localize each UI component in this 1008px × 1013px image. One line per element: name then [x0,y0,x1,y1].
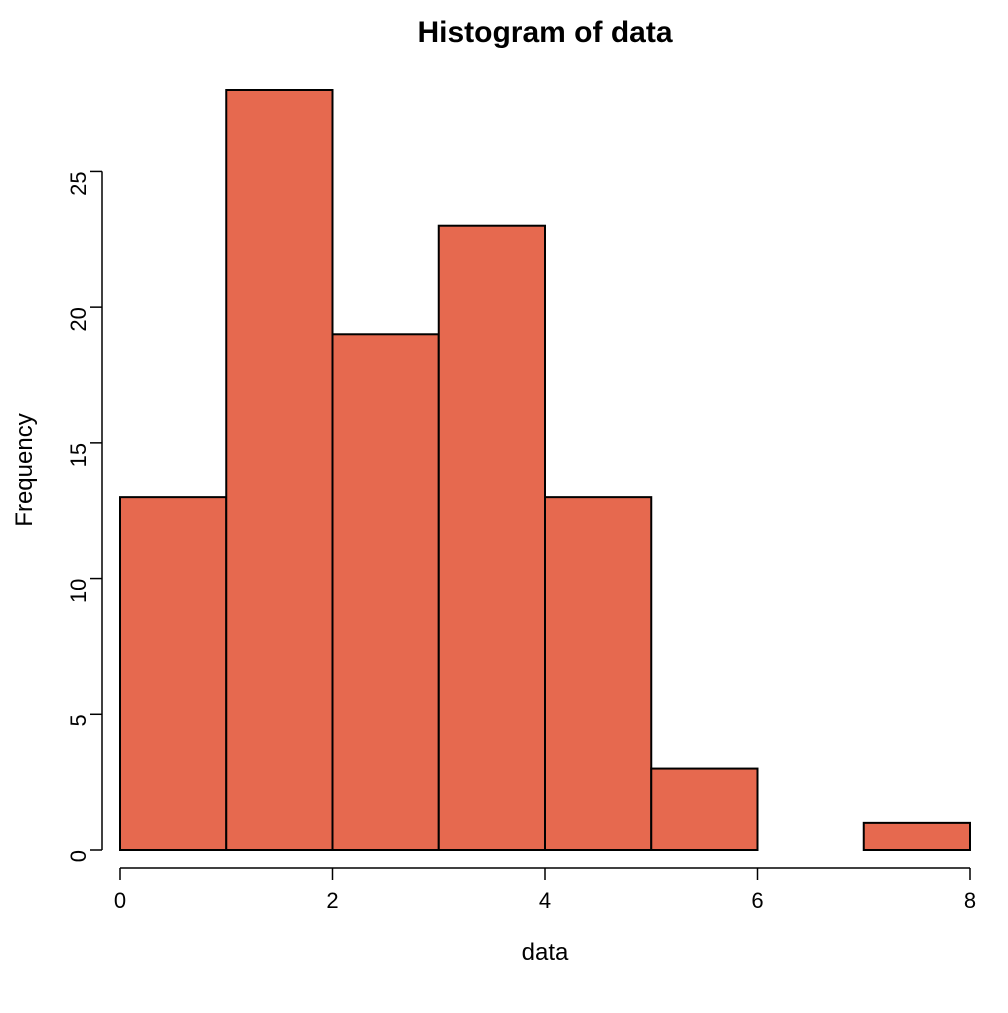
histogram-bar [651,769,757,850]
y-tick-label: 25 [66,171,91,195]
histogram-bar [226,90,332,850]
y-tick-label: 15 [66,443,91,467]
x-tick-label: 6 [751,888,763,913]
y-tick-label: 5 [66,714,91,726]
y-axis-label: Frequency [11,413,38,526]
chart-svg: 0 2 4 6 8 data 0 5 10 15 20 25 Frequency Histogram of… [0,0,1008,1013]
histogram-bar [439,226,545,850]
histogram-bar [333,334,439,850]
x-tick-label: 4 [539,888,551,913]
histogram-bar [545,497,651,850]
histogram-chart: 0 2 4 6 8 data 0 5 10 15 20 25 Frequency Histogram of… [0,0,1008,1013]
chart-title: Histogram of data [417,16,672,49]
histogram-bar [864,823,970,850]
histogram-bar [120,497,226,850]
y-tick-label: 0 [66,850,91,862]
x-tick-label: 0 [114,888,126,913]
y-tick-label: 20 [66,307,91,331]
x-axis-label: data [522,939,569,966]
y-tick-label: 10 [66,579,91,603]
x-tick-label: 2 [326,888,338,913]
x-tick-label: 8 [964,888,976,913]
